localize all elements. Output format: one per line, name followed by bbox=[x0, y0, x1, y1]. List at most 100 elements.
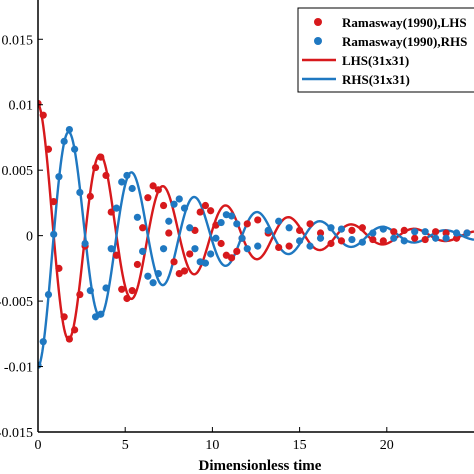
data-point bbox=[327, 239, 335, 248]
data-point bbox=[285, 242, 293, 250]
data-point bbox=[154, 270, 162, 278]
data-point bbox=[102, 171, 110, 180]
data-point bbox=[411, 234, 419, 242]
data-point bbox=[44, 145, 53, 153]
data-point bbox=[442, 234, 450, 242]
data-point bbox=[107, 208, 115, 216]
data-point bbox=[133, 260, 142, 269]
data-point bbox=[306, 242, 314, 250]
data-point bbox=[254, 242, 262, 250]
data-point bbox=[348, 235, 356, 244]
legend-label: Ramasway(1990),RHS bbox=[342, 34, 467, 49]
data-point bbox=[86, 192, 94, 200]
data-point bbox=[411, 228, 419, 236]
data-point bbox=[227, 254, 236, 262]
data-point bbox=[139, 224, 147, 232]
data-point bbox=[243, 220, 251, 228]
data-point bbox=[243, 245, 251, 253]
data-point bbox=[65, 126, 73, 134]
data-point bbox=[296, 237, 304, 245]
data-point bbox=[421, 228, 429, 236]
data-point bbox=[50, 198, 58, 206]
data-point bbox=[55, 173, 63, 181]
y-tick-label: -0.015 bbox=[0, 426, 33, 441]
data-point bbox=[238, 234, 246, 242]
data-point bbox=[128, 287, 136, 295]
data-point bbox=[463, 229, 471, 237]
data-point bbox=[207, 250, 215, 258]
data-point bbox=[390, 228, 398, 236]
data-point bbox=[107, 245, 115, 253]
data-point bbox=[233, 247, 241, 255]
data-point bbox=[186, 224, 194, 232]
data-point bbox=[55, 264, 63, 272]
data-point bbox=[91, 163, 100, 172]
data-point bbox=[149, 182, 157, 190]
data-point bbox=[76, 188, 84, 197]
data-point bbox=[97, 310, 105, 318]
data-point bbox=[44, 290, 53, 299]
data-point bbox=[39, 111, 47, 119]
y-tick-label: 0.005 bbox=[2, 164, 34, 179]
data-point bbox=[65, 335, 73, 343]
data-point bbox=[217, 239, 225, 248]
x-tick-label: 20 bbox=[380, 438, 394, 453]
data-point bbox=[227, 212, 236, 220]
data-point bbox=[452, 229, 461, 237]
data-point bbox=[296, 226, 304, 234]
data-point bbox=[212, 234, 220, 242]
data-point bbox=[144, 194, 152, 202]
series-line-rhs-31x31- bbox=[38, 130, 474, 369]
data-point bbox=[159, 201, 168, 210]
legend: Ramasway(1990),LHS Ramasway(1990),RHS LHS(… bbox=[297, 7, 474, 93]
data-point bbox=[118, 285, 126, 293]
x-tick-label: 0 bbox=[35, 438, 42, 453]
data-point bbox=[112, 251, 121, 259]
data-point bbox=[71, 145, 79, 153]
data-point bbox=[81, 239, 89, 248]
data-point bbox=[175, 195, 183, 203]
data-point bbox=[71, 326, 79, 334]
axes bbox=[37, 0, 474, 433]
data-point bbox=[379, 225, 387, 233]
data-point bbox=[337, 225, 346, 233]
data-point bbox=[316, 229, 325, 237]
data-point bbox=[139, 247, 147, 255]
data-point bbox=[159, 245, 168, 253]
data-point bbox=[275, 217, 283, 225]
series-line-lhs-31x31- bbox=[38, 102, 474, 341]
y-tick-label: -0.005 bbox=[0, 295, 33, 310]
y-tick-label: 0 bbox=[26, 230, 33, 245]
data-point bbox=[165, 217, 173, 225]
data-point bbox=[358, 238, 366, 246]
data-point bbox=[123, 294, 131, 303]
data-point bbox=[118, 178, 126, 186]
data-point bbox=[97, 153, 105, 161]
data-point bbox=[112, 204, 121, 212]
data-point bbox=[170, 258, 178, 266]
data-point bbox=[348, 226, 356, 234]
data-point bbox=[327, 224, 335, 232]
data-point bbox=[191, 245, 199, 253]
data-point bbox=[201, 201, 210, 210]
data-point bbox=[432, 228, 440, 236]
data-point bbox=[306, 220, 314, 228]
data-point bbox=[123, 171, 131, 180]
data-point bbox=[432, 234, 440, 242]
data-point bbox=[60, 137, 68, 145]
x-tick-label: 5 bbox=[122, 438, 129, 453]
data-point bbox=[421, 235, 429, 244]
data-point bbox=[149, 279, 157, 287]
data-point bbox=[50, 230, 58, 238]
data-point bbox=[254, 216, 262, 224]
x-axis-title: Dimensionless time bbox=[199, 458, 322, 474]
data-point bbox=[390, 234, 398, 242]
data-point bbox=[316, 234, 325, 242]
data-point bbox=[180, 204, 189, 212]
x-tick-label: 10 bbox=[205, 438, 219, 453]
data-point bbox=[86, 287, 94, 295]
y-tick-label: 0.015 bbox=[2, 33, 34, 48]
data-point bbox=[285, 224, 293, 232]
plot-area bbox=[38, 99, 474, 369]
data-point bbox=[442, 229, 450, 237]
